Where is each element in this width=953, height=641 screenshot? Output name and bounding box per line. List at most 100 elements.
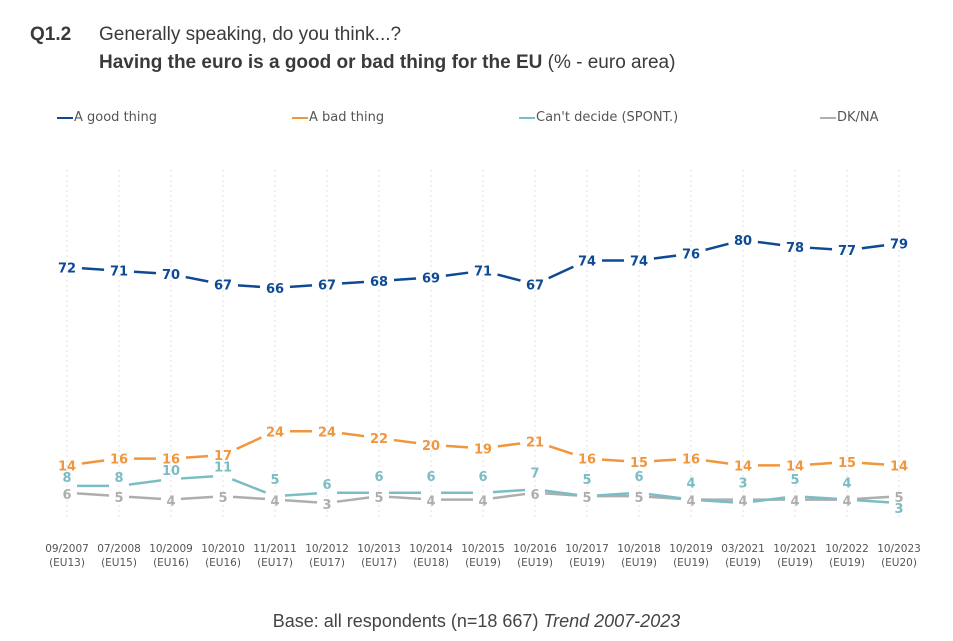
x-tick-scope: (EU17) — [257, 557, 293, 569]
data-label: 4 — [686, 477, 695, 492]
series-segment-a-bad-thing — [81, 459, 105, 465]
data-label: 22 — [370, 432, 388, 447]
chart-title: Having the euro is a good or bad thing f… — [99, 52, 675, 74]
series-segment-a-good-thing — [757, 240, 781, 247]
series-segment-can-t-decide-spont — [492, 488, 526, 494]
x-tick-scope: (EU19) — [777, 557, 813, 569]
x-tick-date: 10/2015 — [461, 543, 505, 555]
series-segment-dk-na — [76, 492, 110, 497]
series-segment-dk-na — [284, 498, 318, 504]
x-tick-scope: (EU17) — [309, 557, 345, 569]
series-segment-can-t-decide-spont — [648, 492, 682, 500]
x-tick-scope: (EU19) — [673, 557, 709, 569]
data-label: 16 — [110, 453, 128, 468]
data-label: 76 — [682, 248, 700, 263]
question-text: Generally speaking, do you think...? — [99, 24, 402, 45]
data-label: 5 — [114, 491, 123, 506]
data-label: 6 — [426, 470, 435, 485]
legend-label: DK/NA — [837, 110, 879, 125]
series-lines — [76, 240, 890, 504]
series-segment-dk-na — [128, 495, 162, 501]
data-label: 67 — [214, 278, 232, 293]
series-segment-a-bad-thing — [809, 461, 833, 466]
series-segment-a-bad-thing — [705, 459, 729, 465]
data-label: 5 — [218, 491, 227, 506]
x-tick-scope: (EU17) — [361, 557, 397, 569]
series-segment-dk-na — [492, 492, 526, 500]
legend-item-dkna: DK/NA — [820, 110, 879, 125]
chart-title-bold: Having the euro is a good or bad thing f… — [99, 52, 543, 73]
data-label: 7 — [530, 466, 539, 481]
series-segment-a-good-thing — [445, 271, 469, 277]
x-tick-scope: (EU18) — [413, 557, 449, 569]
series-segment-a-bad-thing — [601, 458, 625, 463]
series-segment-can-t-decide-spont — [752, 496, 786, 503]
x-tick-scope: (EU19) — [517, 557, 553, 569]
data-label: 10 — [162, 464, 180, 479]
data-label: 3 — [322, 498, 331, 513]
x-tick-date: 10/2022 — [825, 543, 869, 555]
data-label: 14 — [734, 459, 752, 474]
series-segment-a-good-thing — [393, 277, 417, 282]
data-label: 4 — [166, 495, 175, 510]
data-label: 24 — [266, 425, 284, 440]
data-label: 67 — [526, 278, 544, 293]
series-segment-a-good-thing — [81, 267, 105, 272]
data-label: 5 — [582, 491, 591, 506]
data-label: 68 — [370, 275, 388, 290]
legend-swatch-cant-decide — [519, 116, 535, 119]
data-label: 4 — [686, 495, 695, 510]
series-segment-dk-na — [336, 496, 370, 503]
legend-item-cant-decide: Can't decide (SPONT.) — [519, 110, 678, 125]
series-segment-a-bad-thing — [548, 445, 574, 456]
data-label: 8 — [114, 471, 123, 486]
x-tick-scope: (EU16) — [205, 557, 241, 569]
series-segment-a-good-thing — [237, 284, 261, 289]
data-label: 69 — [422, 272, 440, 287]
x-tick-date: 09/2007 — [45, 543, 89, 555]
data-label: 4 — [738, 495, 747, 510]
data-label: 15 — [838, 456, 856, 471]
data-label: 6 — [62, 488, 71, 503]
gridlines — [66, 170, 900, 520]
series-segment-a-bad-thing — [236, 436, 262, 451]
series-segment-can-t-decide-spont — [856, 498, 890, 504]
legend-swatch-good — [57, 116, 73, 119]
series-segment-a-good-thing — [809, 246, 833, 251]
chart-title-suffix: (% - euro area) — [542, 52, 676, 73]
x-tick-date: 10/2012 — [305, 543, 349, 555]
x-tick-date: 10/2017 — [565, 543, 609, 555]
series-segment-dk-na — [856, 495, 890, 501]
series-segment-a-good-thing — [548, 265, 574, 280]
data-label: 74 — [578, 254, 596, 269]
data-label: 11 — [214, 461, 232, 476]
data-label: 16 — [578, 453, 596, 468]
data-label: 70 — [162, 268, 180, 283]
question-number: Q1.2 — [30, 24, 72, 45]
data-label: 3 — [894, 502, 903, 517]
series-segment-can-t-decide-spont — [180, 475, 214, 480]
x-tick-date: 03/2021 — [721, 543, 765, 555]
data-label: 5 — [790, 473, 799, 488]
data-label: 71 — [474, 265, 492, 280]
data-label: 4 — [790, 495, 799, 510]
series-segment-a-good-thing — [185, 275, 209, 283]
x-tick-date: 10/2023 — [877, 543, 921, 555]
x-tick-scope: (EU13) — [49, 557, 85, 569]
legend-swatch-bad — [292, 116, 308, 119]
data-label: 14 — [786, 459, 804, 474]
data-label: 6 — [634, 470, 643, 485]
x-axis-tick-labels: 09/2007 (EU13) 07/2008 (EU15) 10/2009 (EU16) 1… — [45, 543, 921, 569]
data-label: 19 — [474, 442, 492, 457]
data-label: 21 — [526, 436, 544, 451]
legend-item-good: A good thing — [57, 110, 157, 125]
series-segment-can-t-decide-spont — [284, 492, 318, 497]
x-tick-date: 10/2019 — [669, 543, 713, 555]
data-label: 4 — [478, 495, 487, 510]
data-label: 4 — [426, 495, 435, 510]
data-label: 66 — [266, 282, 284, 297]
data-label: 80 — [734, 234, 752, 249]
series-segment-a-good-thing — [289, 284, 313, 289]
